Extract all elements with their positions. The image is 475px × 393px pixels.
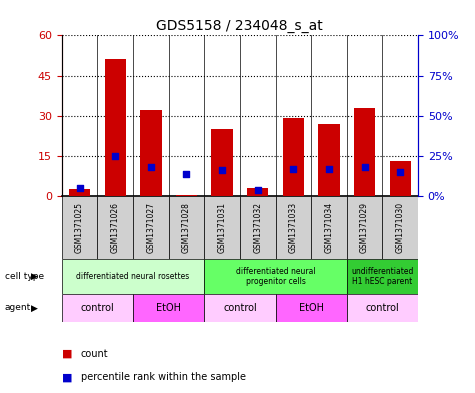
Bar bbox=[133, 196, 169, 259]
Bar bbox=[204, 259, 347, 294]
Bar bbox=[347, 196, 382, 259]
Bar bbox=[62, 196, 97, 259]
Bar bbox=[276, 294, 347, 322]
Bar bbox=[347, 259, 418, 294]
Text: GSM1371026: GSM1371026 bbox=[111, 202, 120, 253]
Bar bbox=[240, 196, 276, 259]
Bar bbox=[276, 196, 311, 259]
Text: differentiated neural
progenitor cells: differentiated neural progenitor cells bbox=[236, 267, 315, 286]
Bar bbox=[311, 196, 347, 259]
Text: EtOH: EtOH bbox=[299, 303, 323, 313]
Bar bbox=[62, 294, 133, 322]
Text: GSM1371034: GSM1371034 bbox=[324, 202, 333, 253]
Text: count: count bbox=[81, 349, 108, 359]
Bar bbox=[390, 161, 411, 196]
Point bbox=[76, 185, 84, 191]
Bar bbox=[204, 196, 240, 259]
Text: GSM1371028: GSM1371028 bbox=[182, 202, 191, 253]
Bar bbox=[283, 118, 304, 196]
Point bbox=[289, 165, 297, 172]
Text: differentiated neural rosettes: differentiated neural rosettes bbox=[76, 272, 190, 281]
Text: control: control bbox=[223, 303, 257, 313]
Bar bbox=[176, 195, 197, 196]
Bar bbox=[382, 196, 418, 259]
Point bbox=[396, 169, 404, 175]
Bar bbox=[133, 294, 204, 322]
Bar bbox=[354, 108, 375, 196]
Text: EtOH: EtOH bbox=[156, 303, 181, 313]
Bar bbox=[104, 59, 126, 196]
Bar bbox=[318, 124, 340, 196]
Text: agent: agent bbox=[5, 303, 31, 312]
Point bbox=[361, 164, 369, 170]
Bar bbox=[140, 110, 162, 196]
Point bbox=[182, 171, 190, 177]
Text: ▶: ▶ bbox=[31, 303, 38, 312]
Point bbox=[254, 186, 261, 193]
Text: cell type: cell type bbox=[5, 272, 44, 281]
Text: control: control bbox=[80, 303, 114, 313]
Point bbox=[111, 153, 119, 159]
Text: GSM1371027: GSM1371027 bbox=[146, 202, 155, 253]
Point bbox=[218, 167, 226, 173]
Bar bbox=[247, 188, 268, 196]
Text: undifferentiated
H1 hESC parent: undifferentiated H1 hESC parent bbox=[351, 267, 414, 286]
Text: ■: ■ bbox=[62, 349, 72, 359]
Bar bbox=[62, 259, 204, 294]
Title: GDS5158 / 234048_s_at: GDS5158 / 234048_s_at bbox=[156, 19, 323, 33]
Point bbox=[147, 164, 155, 170]
Bar bbox=[69, 189, 90, 196]
Text: ▶: ▶ bbox=[31, 272, 38, 281]
Point bbox=[325, 165, 332, 172]
Text: GSM1371025: GSM1371025 bbox=[75, 202, 84, 253]
Bar bbox=[97, 196, 133, 259]
Text: control: control bbox=[365, 303, 399, 313]
Bar bbox=[169, 196, 204, 259]
Bar bbox=[347, 294, 418, 322]
Text: GSM1371031: GSM1371031 bbox=[218, 202, 227, 253]
Text: GSM1371033: GSM1371033 bbox=[289, 202, 298, 253]
Text: GSM1371029: GSM1371029 bbox=[360, 202, 369, 253]
Bar bbox=[211, 129, 233, 196]
Text: GSM1371032: GSM1371032 bbox=[253, 202, 262, 253]
Text: ■: ■ bbox=[62, 372, 72, 382]
Text: percentile rank within the sample: percentile rank within the sample bbox=[81, 372, 246, 382]
Bar bbox=[204, 294, 276, 322]
Text: GSM1371030: GSM1371030 bbox=[396, 202, 405, 253]
